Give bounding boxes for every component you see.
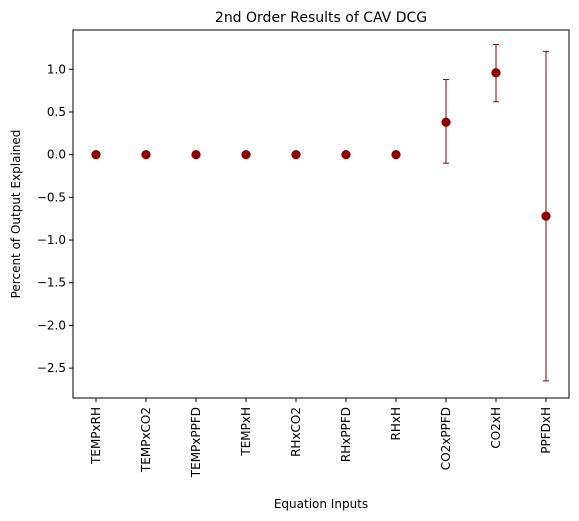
data-point [141, 150, 151, 160]
x-tick-label: TEMPxRH [89, 407, 103, 465]
y-tick-label: −0.5 [37, 190, 66, 204]
data-point [291, 150, 301, 160]
y-tick-label: −1.0 [37, 233, 66, 247]
data-point [441, 117, 451, 127]
y-tick-label: 0.0 [47, 148, 66, 162]
data-point [491, 68, 501, 78]
data-point [391, 150, 401, 160]
plot-area [72, 29, 570, 399]
chart-title: 2nd Order Results of CAV DCG [215, 10, 427, 26]
x-tick-label: RHxCO2 [289, 407, 303, 457]
x-tick-label: TEMPxPPFD [189, 407, 203, 478]
y-axis-label: Percent of Output Explained [9, 130, 23, 299]
x-tick-label: RHxH [389, 407, 403, 441]
x-tick-label: TEMPxCO2 [139, 407, 153, 473]
data-point [541, 211, 551, 221]
x-tick-label: PPFDxH [539, 407, 553, 454]
y-tick-label: 0.5 [47, 105, 66, 119]
data-marks [91, 44, 551, 382]
y-tick-label: −2.5 [37, 361, 66, 375]
data-point [241, 150, 251, 160]
x-axis-label: Equation Inputs [274, 497, 368, 511]
data-point [341, 150, 351, 160]
x-tick-label: RHxPPFD [339, 407, 353, 462]
data-point [91, 150, 101, 160]
y-tick-label: 1.0 [47, 62, 66, 76]
x-tick-label: TEMPxH [239, 407, 253, 457]
x-tick-label: CO2xH [489, 407, 503, 449]
plot-frame [72, 29, 570, 399]
y-tick-label: −1.5 [37, 276, 66, 290]
y-tick-label: −2.0 [37, 318, 66, 332]
data-point [191, 150, 201, 160]
x-tick-label: CO2xPPFD [439, 407, 453, 470]
x-axis: TEMPxRH TEMPxCO2 TEMPxPPFD TEMPxH RHxCO2 RHxP… [89, 398, 553, 478]
y-axis: 1.0 0.5 0.0 −0.5 −1.0 −1.5 −2.0 −2.5 [37, 62, 73, 375]
